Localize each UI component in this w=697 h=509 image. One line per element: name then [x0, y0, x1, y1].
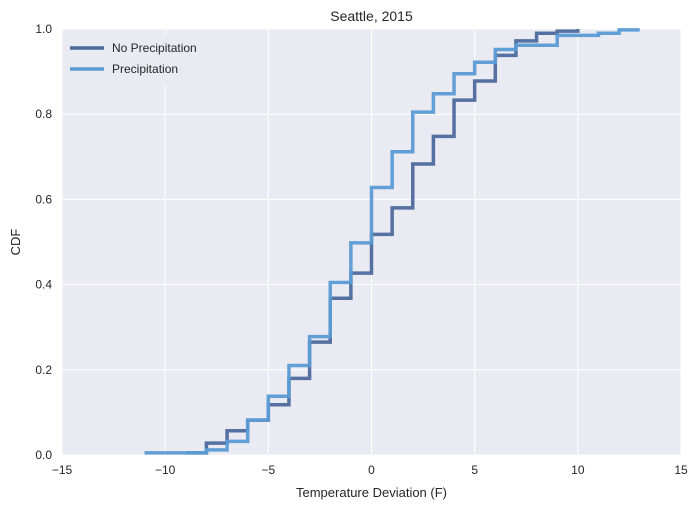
- y-tick-label: 1.0: [35, 22, 52, 36]
- x-tick-label: −15: [52, 463, 73, 477]
- y-tick-label: 0.8: [35, 107, 52, 121]
- legend: No Precipitation Precipitation: [68, 35, 218, 85]
- x-tick-label: 5: [471, 463, 478, 477]
- legend-label: Precipitation: [112, 62, 178, 76]
- y-tick-label: 0.6: [35, 192, 52, 206]
- legend-box: [68, 35, 218, 85]
- y-tick-label: 0.0: [35, 448, 52, 462]
- x-tick-label: 15: [674, 463, 688, 477]
- y-tick-label: 0.4: [35, 278, 52, 292]
- x-tick-labels: −15 −10 −5 0 5 10 15: [52, 463, 688, 477]
- x-tick-label: −5: [261, 463, 275, 477]
- y-axis-label: CDF: [8, 229, 23, 256]
- chart-title: Seattle, 2015: [330, 8, 413, 24]
- series-line-precipitation: [144, 28, 640, 455]
- x-tick-label: −10: [155, 463, 176, 477]
- x-tick-label: 0: [368, 463, 375, 477]
- y-tick-label: 0.2: [35, 363, 52, 377]
- series-layer: [144, 28, 640, 455]
- y-tick-labels: 0.0 0.2 0.4 0.6 0.8 1.0: [35, 22, 52, 462]
- x-axis-label: Temperature Deviation (F): [296, 485, 447, 500]
- x-tick-label: 10: [571, 463, 585, 477]
- legend-label: No Precipitation: [112, 41, 197, 55]
